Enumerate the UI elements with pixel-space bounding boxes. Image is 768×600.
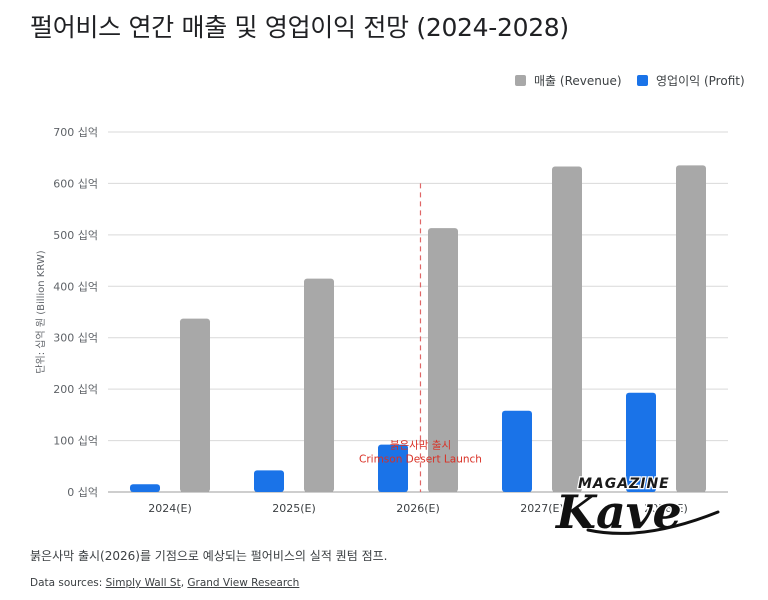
y-tick-label: 0 십억 bbox=[67, 486, 98, 499]
x-axis: 2024(E) 2025(E) 2026(E) 2027(E) 2028(E) bbox=[148, 502, 688, 515]
y-tick-label: 700 십억 bbox=[53, 126, 98, 139]
data-sources: Data sources: Simply Wall St, Grand View… bbox=[30, 577, 299, 589]
launch-annotation-text: Crimson Desert Launch bbox=[359, 454, 482, 466]
legend-item-profit: 영업이익 (Profit) bbox=[637, 74, 745, 88]
launch-annotation-text: 붉은사막 출시 bbox=[390, 440, 451, 452]
x-tick-label: 2026(E) bbox=[396, 502, 440, 515]
chart-footnote: 붉은사막 출시(2026)를 기점으로 예상되는 펄어비스의 실적 퀀텀 점프. bbox=[30, 549, 388, 563]
legend-label: 매출 (Revenue) bbox=[534, 74, 622, 88]
x-tick-label: 2025(E) bbox=[272, 502, 316, 515]
x-tick-label: 2027(E) bbox=[520, 502, 564, 515]
bars bbox=[130, 165, 706, 492]
chart-title: 펄어비스 연간 매출 및 영업이익 전망 (2024-2028) bbox=[30, 13, 569, 42]
svg-text:MAGAZINE: MAGAZINE bbox=[578, 476, 670, 492]
y-tick-label: 300 십억 bbox=[53, 332, 98, 345]
legend-label: 영업이익 (Profit) bbox=[656, 74, 745, 88]
legend-swatch bbox=[515, 75, 526, 86]
bar-revenue bbox=[304, 278, 334, 492]
y-tick-label: 500 십억 bbox=[53, 229, 98, 242]
bar-revenue bbox=[552, 166, 582, 492]
x-tick-label: 2028(E) bbox=[644, 502, 688, 515]
y-tick-label: 100 십억 bbox=[53, 435, 98, 448]
bar-profit bbox=[626, 392, 656, 492]
bar-profit bbox=[378, 444, 408, 492]
magazine-kave-watermark: MAGAZINE Kave bbox=[553, 475, 720, 540]
bar-revenue bbox=[428, 228, 458, 492]
y-tick-label: 200 십억 bbox=[53, 383, 98, 396]
legend-item-revenue: 매출 (Revenue) bbox=[515, 74, 622, 88]
y-axis-title: 단위: 십억 원 (Billion KRW) bbox=[34, 250, 47, 373]
sources-prefix: Data sources: bbox=[30, 577, 103, 589]
bar-revenue bbox=[676, 165, 706, 492]
y-axis: 0 십억 100 십억 200 십억 300 십억 400 십억 500 십억 600 십억… bbox=[34, 126, 98, 499]
bar-revenue bbox=[180, 318, 210, 492]
launch-annotation: 붉은사막 출시 Crimson Desert Launch bbox=[359, 183, 482, 492]
bar-profit bbox=[502, 410, 532, 492]
gridlines bbox=[108, 131, 728, 493]
x-tick-label: 2024(E) bbox=[148, 502, 192, 515]
svg-text:Kave: Kave bbox=[554, 485, 682, 539]
legend: 매출 (Revenue) 영업이익 (Profit) bbox=[515, 74, 745, 88]
bar-profit bbox=[254, 470, 284, 492]
y-tick-label: 600 십억 bbox=[53, 177, 98, 190]
source-link-grand-view-research[interactable]: Grand View Research bbox=[187, 577, 300, 589]
bar-chart: 매출 (Revenue) 영업이익 (Profit) 0 십억 100 십억 200 … bbox=[34, 74, 745, 515]
sources-separator: , bbox=[180, 577, 188, 589]
y-tick-label: 400 십억 bbox=[53, 280, 98, 293]
source-link-simply-wall-st[interactable]: Simply Wall St bbox=[105, 577, 181, 589]
bar-profit bbox=[130, 484, 160, 492]
legend-swatch bbox=[637, 75, 648, 86]
